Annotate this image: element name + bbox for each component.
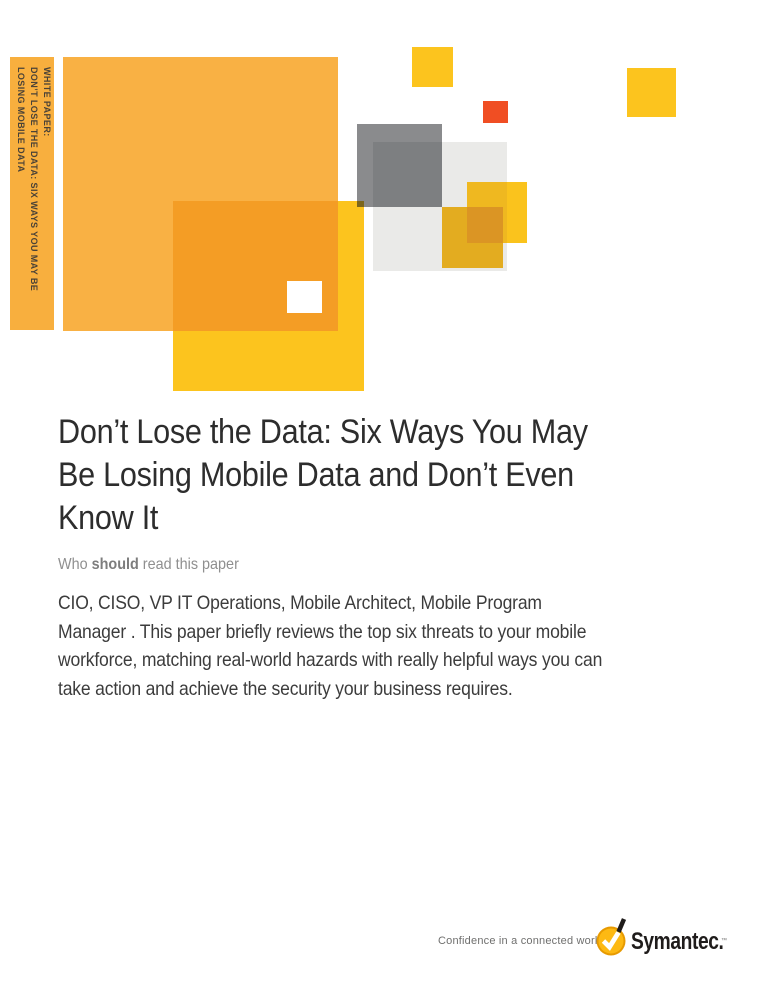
- art-overlap-gold-gray-notch: [357, 201, 364, 207]
- art-gold-square-far-right: [627, 68, 676, 117]
- art-overlap-gold-mustard: [467, 207, 503, 243]
- subtitle-post: read this paper: [138, 556, 239, 573]
- brand-wordmark: Symantec.: [631, 928, 724, 955]
- subtitle-bold-word: should: [91, 556, 139, 573]
- subtitle-pre: Who: [58, 556, 92, 573]
- footer-tagline: Confidence in a connected world.: [438, 935, 608, 947]
- art-red-square: [483, 101, 508, 123]
- page-title: Don’t Lose the Data: Six Ways You May Be…: [58, 413, 588, 537]
- sidebar-strip: WHITE PAPER: DON’T LOSE THE DATA: SIX WA…: [10, 57, 54, 330]
- art-overlap-gray-dark: [373, 142, 442, 207]
- subtitle-who-should-read: Who should read this paper: [58, 556, 418, 574]
- body-paragraph: CIO, CISO, VP IT Operations, Mobile Arch…: [58, 592, 603, 700]
- symantec-checkmark-icon: [596, 918, 627, 956]
- trademark-mark: ™: [721, 938, 727, 944]
- sidebar-vertical-text: WHITE PAPER: DON’T LOSE THE DATA: SIX WA…: [16, 67, 52, 292]
- art-gold-square-top: [412, 47, 453, 87]
- art-white-square: [287, 281, 322, 313]
